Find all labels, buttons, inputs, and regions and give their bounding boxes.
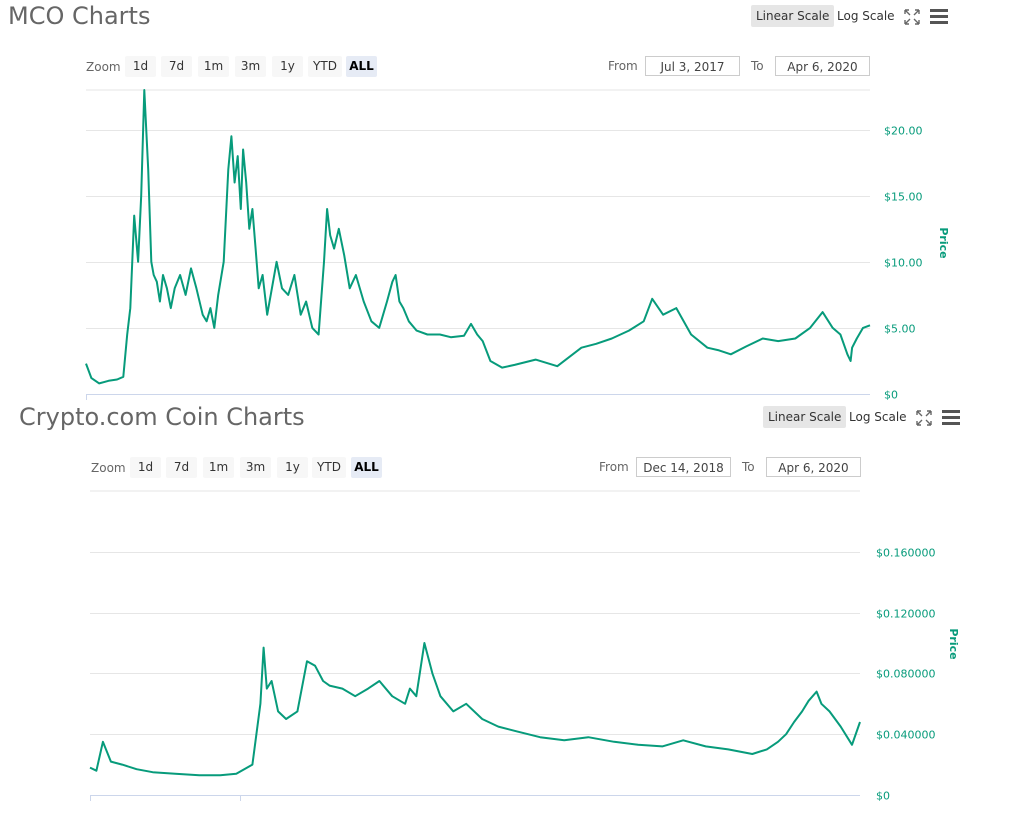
zoom-3m-button[interactable]: 3m [240, 457, 271, 478]
zoom-3m-button[interactable]: 3m [235, 56, 266, 77]
from-label: From [608, 59, 638, 73]
from-date-input[interactable]: Jul 3, 2017 [645, 56, 740, 76]
price-series-line [89, 642, 861, 777]
to-label: To [751, 59, 764, 73]
to-date-input[interactable]: Apr 6, 2020 [775, 56, 870, 76]
y-tick-label: $20.00 [884, 125, 923, 138]
linear-scale-button[interactable]: Linear Scale [763, 406, 847, 428]
zoom-1y-button[interactable]: 1y [277, 457, 308, 478]
zoom-all-button[interactable]: ALL [346, 56, 377, 77]
y-tick-label: $0 [876, 790, 890, 803]
zoom-1d-button[interactable]: 1d [125, 56, 156, 77]
chart-title: Crypto.com Coin Charts [19, 403, 305, 431]
linear-scale-button[interactable]: Linear Scale [751, 5, 835, 27]
chart-title: MCO Charts [8, 2, 151, 30]
y-tick-label: $0.160000 [876, 547, 936, 560]
mco-price-chart: $0 $5.00 $10.00 $15.00 $20.00 Price [85, 89, 950, 402]
chart-panel-cro: Crypto.com Coin Charts Linear Scale Log … [0, 400, 1023, 813]
zoom-1d-button[interactable]: 1d [130, 457, 161, 478]
y-tick-label: $0.040000 [876, 729, 936, 742]
log-scale-button[interactable]: Log Scale [837, 9, 895, 23]
zoom-1y-button[interactable]: 1y [272, 56, 303, 77]
y-tick-label: $5.00 [884, 323, 916, 336]
zoom-ytd-button[interactable]: YTD [308, 56, 342, 77]
zoom-7d-button[interactable]: 7d [166, 457, 197, 478]
y-tick-label: $0 [884, 389, 898, 402]
y-axis-title: Price [937, 227, 950, 258]
hamburger-menu-icon[interactable] [930, 7, 948, 25]
chart-panel-mco: MCO Charts Linear Scale Log Scale Zoom 1… [0, 0, 1023, 402]
cro-price-chart: $0 $0.040000 $0.080000 $0.120000 $0.160000 Pr… [89, 490, 960, 803]
price-series-line [85, 89, 871, 385]
y-tick-label: $10.00 [884, 257, 923, 270]
zoom-label: Zoom [86, 60, 121, 74]
fullscreen-icon[interactable] [903, 8, 921, 26]
zoom-label: Zoom [91, 461, 126, 475]
zoom-7d-button[interactable]: 7d [161, 56, 192, 77]
to-date-input[interactable]: Apr 6, 2020 [766, 457, 861, 477]
zoom-all-button[interactable]: ALL [351, 457, 382, 478]
hamburger-menu-icon[interactable] [942, 408, 960, 426]
zoom-ytd-button[interactable]: YTD [312, 457, 346, 478]
to-label: To [742, 460, 755, 474]
log-scale-button[interactable]: Log Scale [849, 410, 907, 424]
y-axis-title: Price [947, 628, 960, 659]
y-tick-label: $0.120000 [876, 608, 936, 621]
y-tick-label: $15.00 [884, 191, 923, 204]
zoom-1m-button[interactable]: 1m [203, 457, 234, 478]
from-label: From [599, 460, 629, 474]
from-date-input[interactable]: Dec 14, 2018 [636, 457, 731, 477]
zoom-1m-button[interactable]: 1m [198, 56, 229, 77]
fullscreen-icon[interactable] [915, 409, 933, 427]
y-tick-label: $0.080000 [876, 668, 936, 681]
